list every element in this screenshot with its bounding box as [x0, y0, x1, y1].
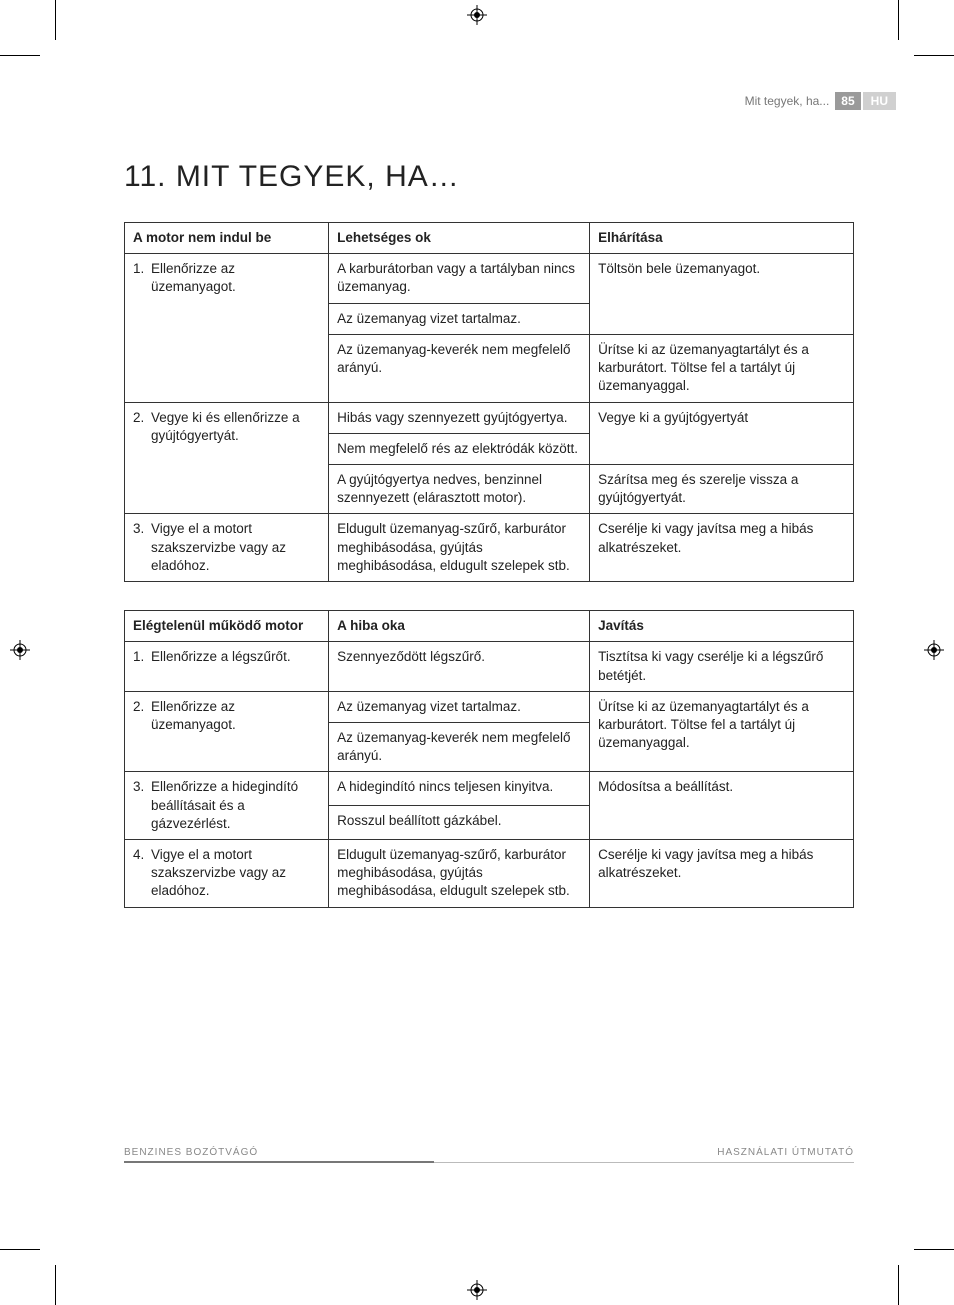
step-text: Ellenőrizze a légszűrőt. — [151, 648, 320, 666]
cause-cell: Eldugult üzemanyag-szűrő, karburátor meg… — [329, 514, 590, 582]
registration-mark-icon — [10, 640, 30, 660]
crop-mark — [55, 0, 56, 40]
header-section-name: Mit tegyek, ha... — [745, 94, 830, 108]
table-row: 1. Ellenőrizze a légszűrőt. Szennyeződöt… — [125, 642, 854, 691]
cause-cell: Szennyeződött légszűrő. — [329, 642, 590, 691]
step-text: Vigye el a motort szakszervizbe vagy az … — [151, 846, 320, 901]
running-header: Mit tegyek, ha... 85 HU — [745, 92, 896, 110]
cause-cell: Az üzemanyag vizet tartalmaz. — [329, 303, 590, 334]
crop-mark — [55, 1265, 56, 1305]
fix-cell: Ürítse ki az üzemanyagtartályt és a karb… — [590, 691, 854, 772]
step-cell: 1. Ellenőrizze a légszűrőt. — [125, 642, 329, 691]
fix-cell: Módosítsa a beállítást. — [590, 772, 854, 840]
step-text: Ellenőrizze az üzemanyagot. — [151, 260, 320, 296]
troubleshooting-table-2: Elégtelenül működő motor A hiba oka Javí… — [124, 610, 854, 908]
fix-cell: Ürítse ki az üzemanyagtartályt és a karb… — [590, 334, 854, 402]
th-fix: Elhárítása — [590, 223, 854, 254]
step-text: Vigye el a motort szakszervizbe vagy az … — [151, 520, 320, 575]
step-text: Ellenőrizze a hidegindító beállításait é… — [151, 778, 320, 833]
crop-mark — [898, 1265, 899, 1305]
table-row: 3. Vigye el a motort szakszervizbe vagy … — [125, 514, 854, 582]
fix-cell: Töltsön bele üzemanyagot. — [590, 254, 854, 335]
th-cause: Lehetséges ok — [329, 223, 590, 254]
crop-mark — [914, 1249, 954, 1250]
th-fix: Javítás — [590, 611, 854, 642]
header-lang-badge: HU — [863, 92, 896, 110]
table-row: 2. Ellenőrizze az üzemanyagot. Az üzeman… — [125, 691, 854, 722]
step-cell: 2. Ellenőrizze az üzemanyagot. — [125, 691, 329, 772]
step-number: 2. — [133, 409, 151, 445]
step-number: 2. — [133, 698, 151, 734]
fix-cell: Cserélje ki vagy javítsa meg a hibás alk… — [590, 840, 854, 908]
step-cell: 4. Vigye el a motort szakszervizbe vagy … — [125, 840, 329, 908]
section-title: 11. MIT TEGYEK, HA… — [124, 160, 854, 194]
fix-cell: Tisztítsa ki vagy cserélje ki a légszűrő… — [590, 642, 854, 691]
step-cell: 2. Vegye ki és ellenőrizze a gyújtógyert… — [125, 402, 329, 514]
cause-cell: Az üzemanyag vizet tartalmaz. — [329, 691, 590, 722]
step-text: Vegye ki és ellenőrizze a gyújtógyertyát… — [151, 409, 320, 445]
step-number: 3. — [133, 778, 151, 833]
cause-cell: A hidegindító nincs teljesen kinyitva. — [329, 772, 590, 806]
th-problem: Elégtelenül működő motor — [125, 611, 329, 642]
step-cell: 3. Vigye el a motort szakszervizbe vagy … — [125, 514, 329, 582]
table-row: 2. Vegye ki és ellenőrizze a gyújtógyert… — [125, 402, 854, 433]
table-row: 3. Ellenőrizze a hidegindító beállításai… — [125, 772, 854, 806]
cause-cell: Az üzemanyag-keverék nem megfelelő arány… — [329, 334, 590, 402]
step-cell: 1. Ellenőrizze az üzemanyagot. — [125, 254, 329, 402]
step-cell: 3. Ellenőrizze a hidegindító beállításai… — [125, 772, 329, 840]
footer-right: HASZNÁLATI ÚTMUTATÓ — [717, 1147, 854, 1158]
page: Mit tegyek, ha... 85 HU 11. MIT TEGYEK, … — [0, 0, 954, 1305]
table-header-row: Elégtelenül működő motor A hiba oka Javí… — [125, 611, 854, 642]
cause-cell: Rosszul beállított gázkábel. — [329, 806, 590, 840]
table-header-row: A motor nem indul be Lehetséges ok Elhár… — [125, 223, 854, 254]
header-page-number: 85 — [835, 92, 860, 110]
cause-cell: A karburátorban vagy a tartályban nincs … — [329, 254, 590, 303]
cause-cell: Hibás vagy szennyezett gyújtógyertya. — [329, 402, 590, 433]
page-footer: BENZINES BOZÓTVÁGÓ HASZNÁLATI ÚTMUTATÓ — [124, 1147, 854, 1163]
crop-mark — [898, 0, 899, 40]
th-cause: A hiba oka — [329, 611, 590, 642]
step-number: 1. — [133, 260, 151, 296]
crop-mark — [0, 1249, 40, 1250]
th-problem: A motor nem indul be — [125, 223, 329, 254]
registration-mark-icon — [924, 640, 944, 660]
crop-mark — [0, 55, 40, 56]
cause-cell: Eldugult üzemanyag-szűrő, karburátor meg… — [329, 840, 590, 908]
fix-cell: Szárítsa meg és szerelje vissza a gyújtó… — [590, 464, 854, 513]
fix-cell: Cserélje ki vagy javítsa meg a hibás alk… — [590, 514, 854, 582]
content-area: 11. MIT TEGYEK, HA… A motor nem indul be… — [124, 160, 854, 936]
step-text: Ellenőrizze az üzemanyagot. — [151, 698, 320, 734]
crop-mark — [914, 55, 954, 56]
step-number: 4. — [133, 846, 151, 901]
cause-cell: Nem megfelelő rés az elektródák között. — [329, 433, 590, 464]
step-number: 1. — [133, 648, 151, 666]
step-number: 3. — [133, 520, 151, 575]
registration-mark-icon — [467, 5, 487, 25]
troubleshooting-table-1: A motor nem indul be Lehetséges ok Elhár… — [124, 222, 854, 582]
table-row: 4. Vigye el a motort szakszervizbe vagy … — [125, 840, 854, 908]
cause-cell: Az üzemanyag-keverék nem megfelelő arány… — [329, 722, 590, 771]
cause-cell: A gyújtógyertya nedves, benzinnel szenny… — [329, 464, 590, 513]
table-row: 1. Ellenőrizze az üzemanyagot. A karburá… — [125, 254, 854, 303]
registration-mark-icon — [467, 1280, 487, 1300]
footer-left: BENZINES BOZÓTVÁGÓ — [124, 1147, 258, 1158]
fix-cell: Vegye ki a gyújtógyertyát — [590, 402, 854, 464]
